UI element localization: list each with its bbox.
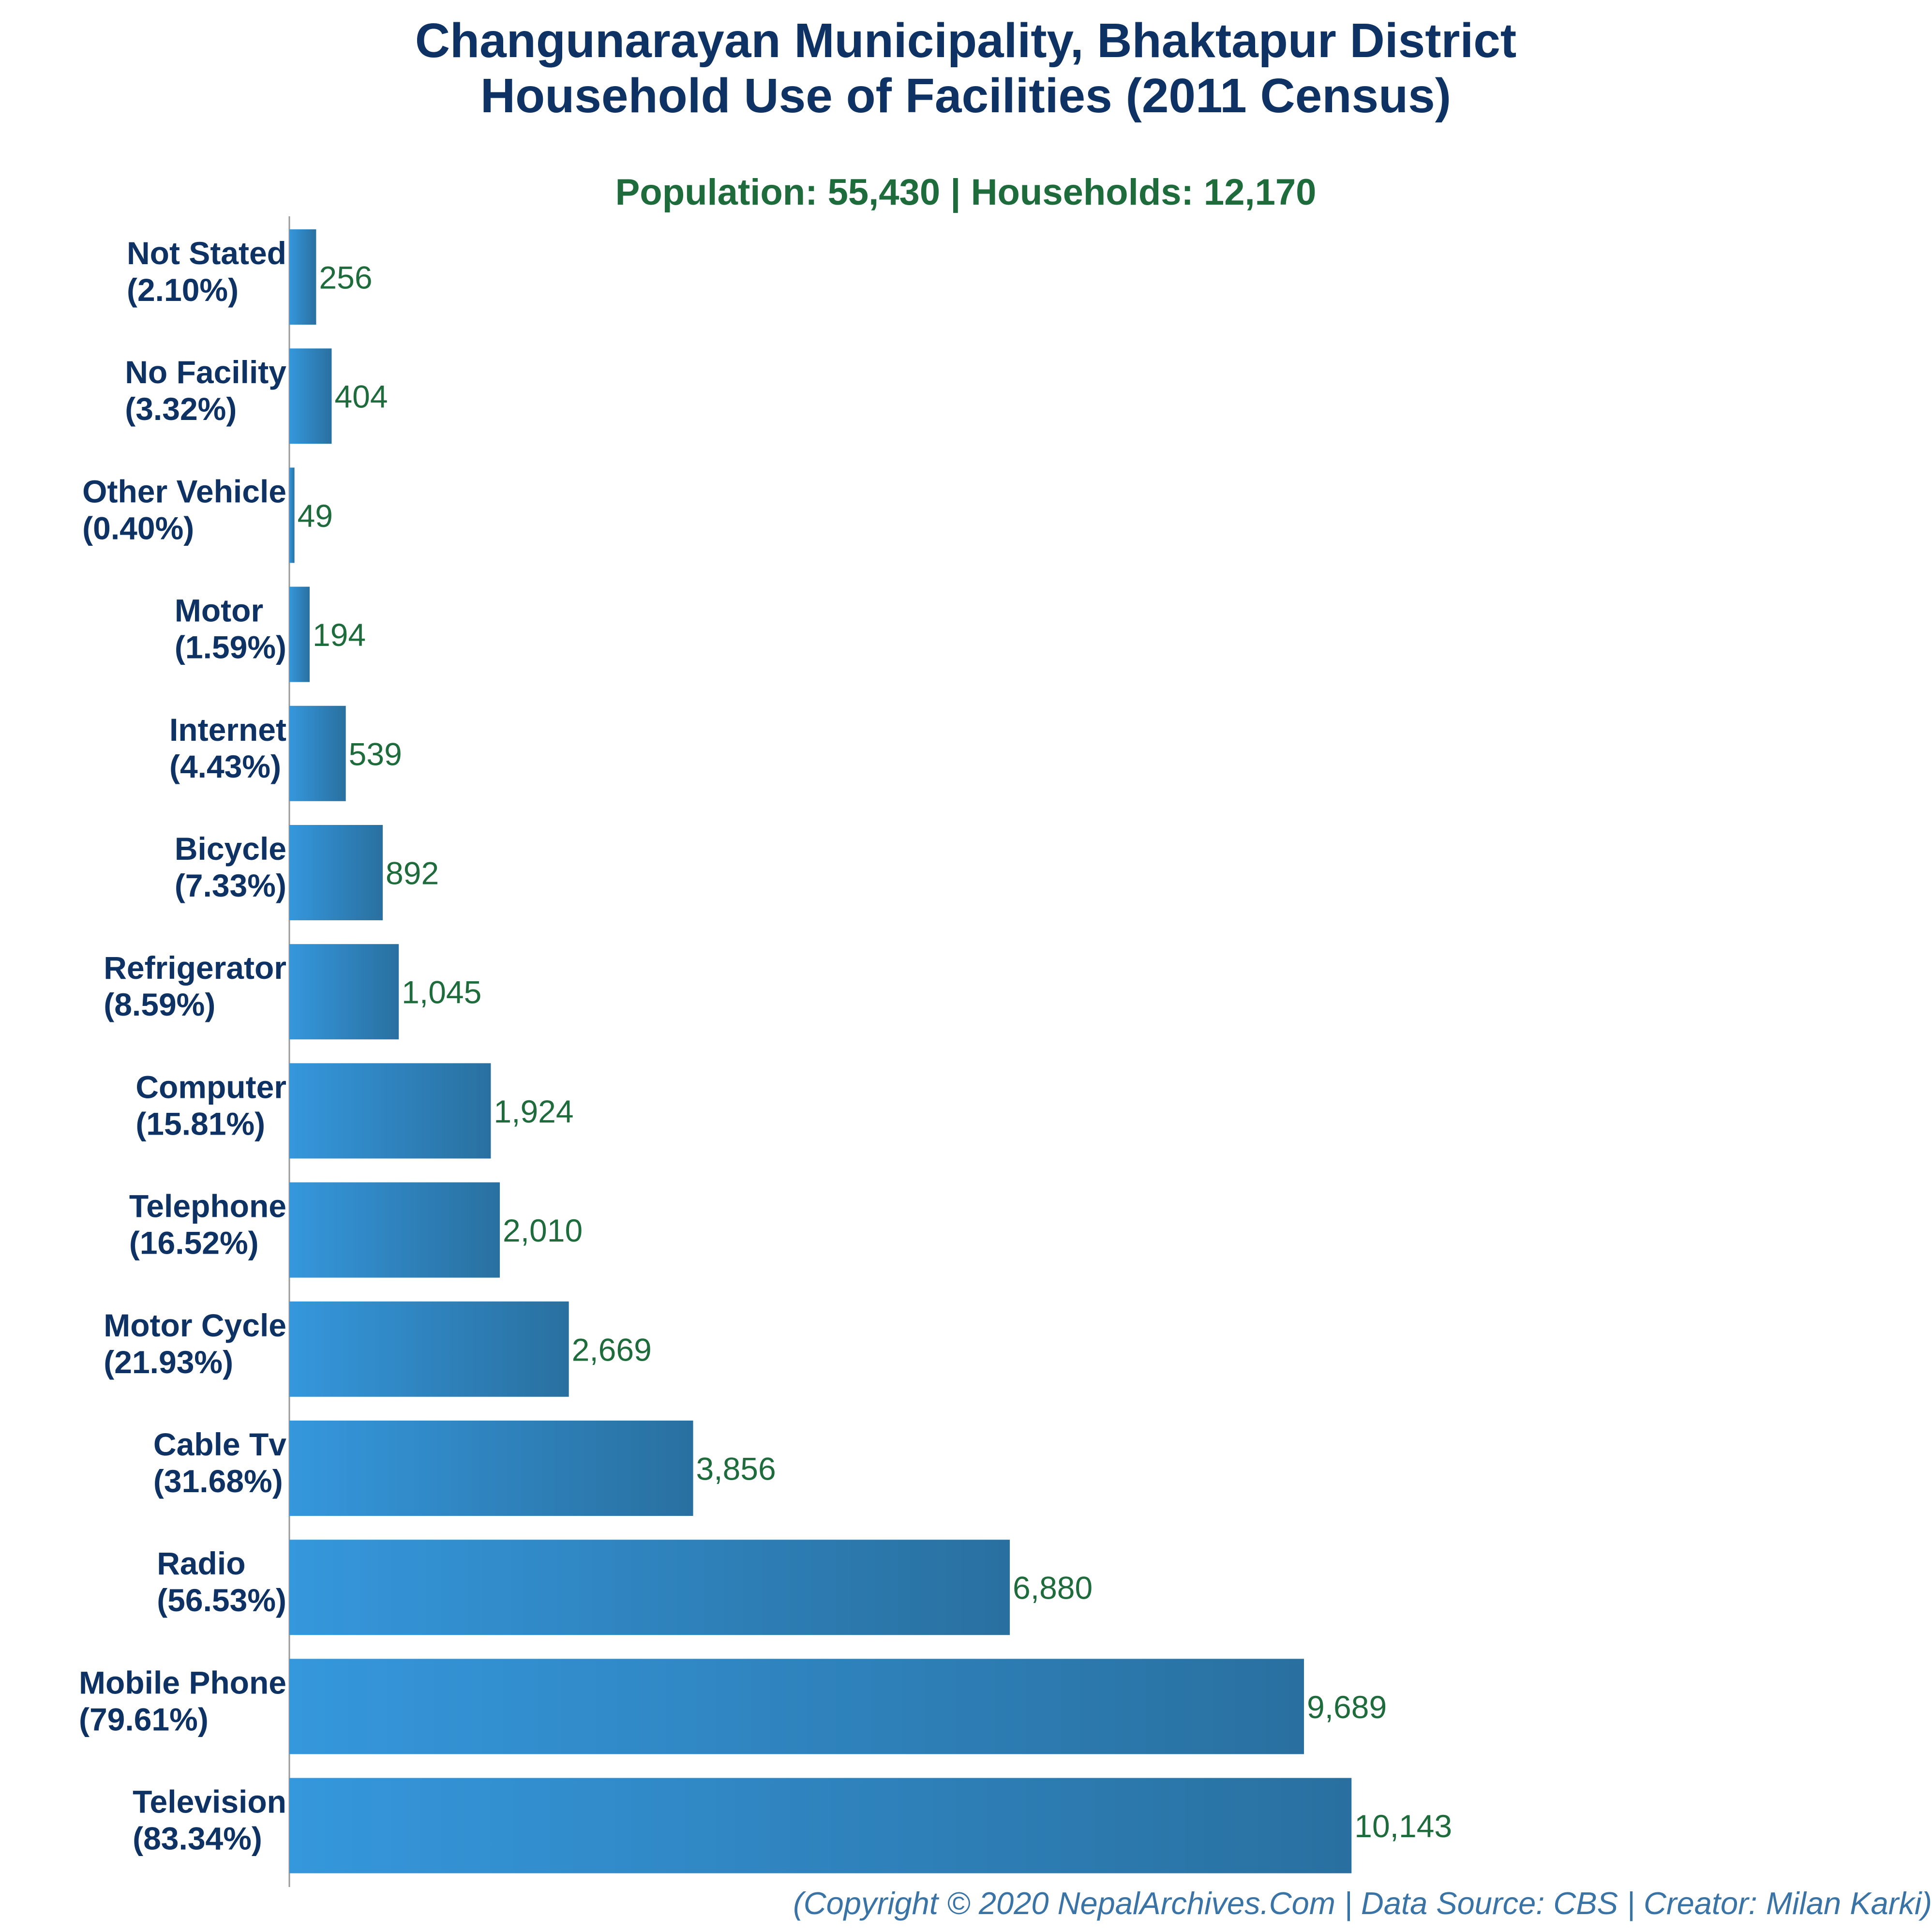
value-label: 194 (313, 617, 366, 653)
category-percent: (31.68%) (153, 1463, 283, 1499)
bar-no-facility (289, 348, 332, 444)
category-percent: (83.34%) (133, 1821, 262, 1857)
category-name: Bicycle (175, 831, 286, 867)
bar-motor-cycle (289, 1301, 569, 1397)
value-labels: 256 404 49 194 539 892 1,045 1,924 2,010 2,669 3,8… (298, 260, 1453, 1844)
category-name: Other Vehicle (82, 473, 286, 509)
category-name: Mobile Phone (79, 1664, 286, 1700)
category-percent: (15.81%) (135, 1106, 265, 1141)
category-percent: (79.61%) (79, 1701, 209, 1737)
category-percent: (2.10%) (127, 272, 239, 308)
value-label: 9,689 (1307, 1689, 1387, 1725)
category-label: Mobile Phone (79.61%) (79, 1664, 286, 1737)
category-name: Television (133, 1784, 286, 1820)
category-label: Motor Cycle (21.93%) (104, 1307, 286, 1380)
category-name: Not Stated (127, 235, 286, 271)
chart-footer: (Copyright © 2020 NepalArchives.Com | Da… (793, 1886, 1932, 1921)
category-name: Motor Cycle (104, 1307, 286, 1343)
bar-television (289, 1778, 1352, 1873)
category-name: Internet (169, 712, 286, 748)
bar-cable-tv (289, 1421, 693, 1516)
category-label: Telephone (16.52%) (129, 1188, 286, 1261)
category-labels: Not Stated (2.10%) No Facility (3.32%) Other… (79, 235, 286, 1857)
chart-title-line2: Household Use of Facilities (2011 Census… (480, 69, 1451, 123)
category-label: Not Stated (2.10%) (127, 235, 286, 308)
value-label: 49 (298, 498, 333, 534)
value-label: 6,880 (1013, 1570, 1093, 1606)
value-label: 892 (386, 855, 439, 891)
value-label: 404 (334, 379, 388, 415)
category-percent: (8.59%) (104, 987, 215, 1022)
category-percent: (21.93%) (104, 1344, 233, 1380)
category-percent: (3.32%) (125, 391, 237, 427)
bars-layer (289, 229, 1352, 1873)
category-name: Refrigerator (104, 950, 286, 986)
value-label: 10,143 (1354, 1808, 1452, 1844)
value-label: 1,045 (402, 974, 481, 1010)
category-label: Refrigerator (8.59%) (104, 950, 286, 1022)
category-label: Internet (4.43%) (169, 712, 286, 784)
value-label: 2,010 (503, 1213, 583, 1248)
bar-computer (289, 1063, 491, 1159)
category-label: Motor (1.59%) (175, 593, 286, 665)
bar-bicycle (289, 825, 383, 920)
value-label: 256 (319, 260, 372, 296)
category-percent: (16.52%) (129, 1225, 259, 1261)
category-label: Radio (56.53%) (157, 1545, 286, 1618)
bar-refrigerator (289, 944, 399, 1040)
bar-radio (289, 1540, 1010, 1635)
bar-motor (289, 586, 310, 682)
bar-mobile-phone (289, 1659, 1304, 1754)
category-name: Computer (135, 1069, 286, 1105)
value-label: 2,669 (572, 1332, 652, 1367)
bar-other-vehicle (289, 467, 295, 563)
category-percent: (56.53%) (157, 1582, 286, 1618)
category-percent: (4.43%) (169, 749, 281, 784)
bar-internet (289, 705, 346, 801)
bar-not-stated (289, 229, 316, 325)
bar-telephone (289, 1182, 500, 1278)
category-percent: (1.59%) (175, 629, 286, 665)
category-label: No Facility (3.32%) (125, 354, 286, 427)
category-label: Other Vehicle (0.40%) (82, 473, 286, 546)
category-name: Radio (157, 1545, 245, 1581)
category-label: Cable Tv (31.68%) (153, 1426, 286, 1499)
category-percent: (0.40%) (82, 510, 194, 546)
category-label: Bicycle (7.33%) (175, 831, 286, 903)
category-name: Telephone (129, 1188, 286, 1224)
value-label: 3,856 (696, 1451, 776, 1487)
value-label: 539 (349, 736, 402, 772)
chart-title: Changunarayan Municipality, Bhaktapur Di… (415, 14, 1516, 68)
value-label: 1,924 (494, 1093, 573, 1129)
category-label: Television (83.34%) (133, 1784, 286, 1857)
category-name: No Facility (125, 354, 286, 390)
category-label: Computer (15.81%) (135, 1069, 286, 1141)
category-name: Motor (175, 593, 263, 629)
category-percent: (7.33%) (175, 868, 286, 903)
category-name: Cable Tv (153, 1426, 286, 1462)
chart-subtitle: Population: 55,430 | Households: 12,170 (615, 172, 1317, 213)
